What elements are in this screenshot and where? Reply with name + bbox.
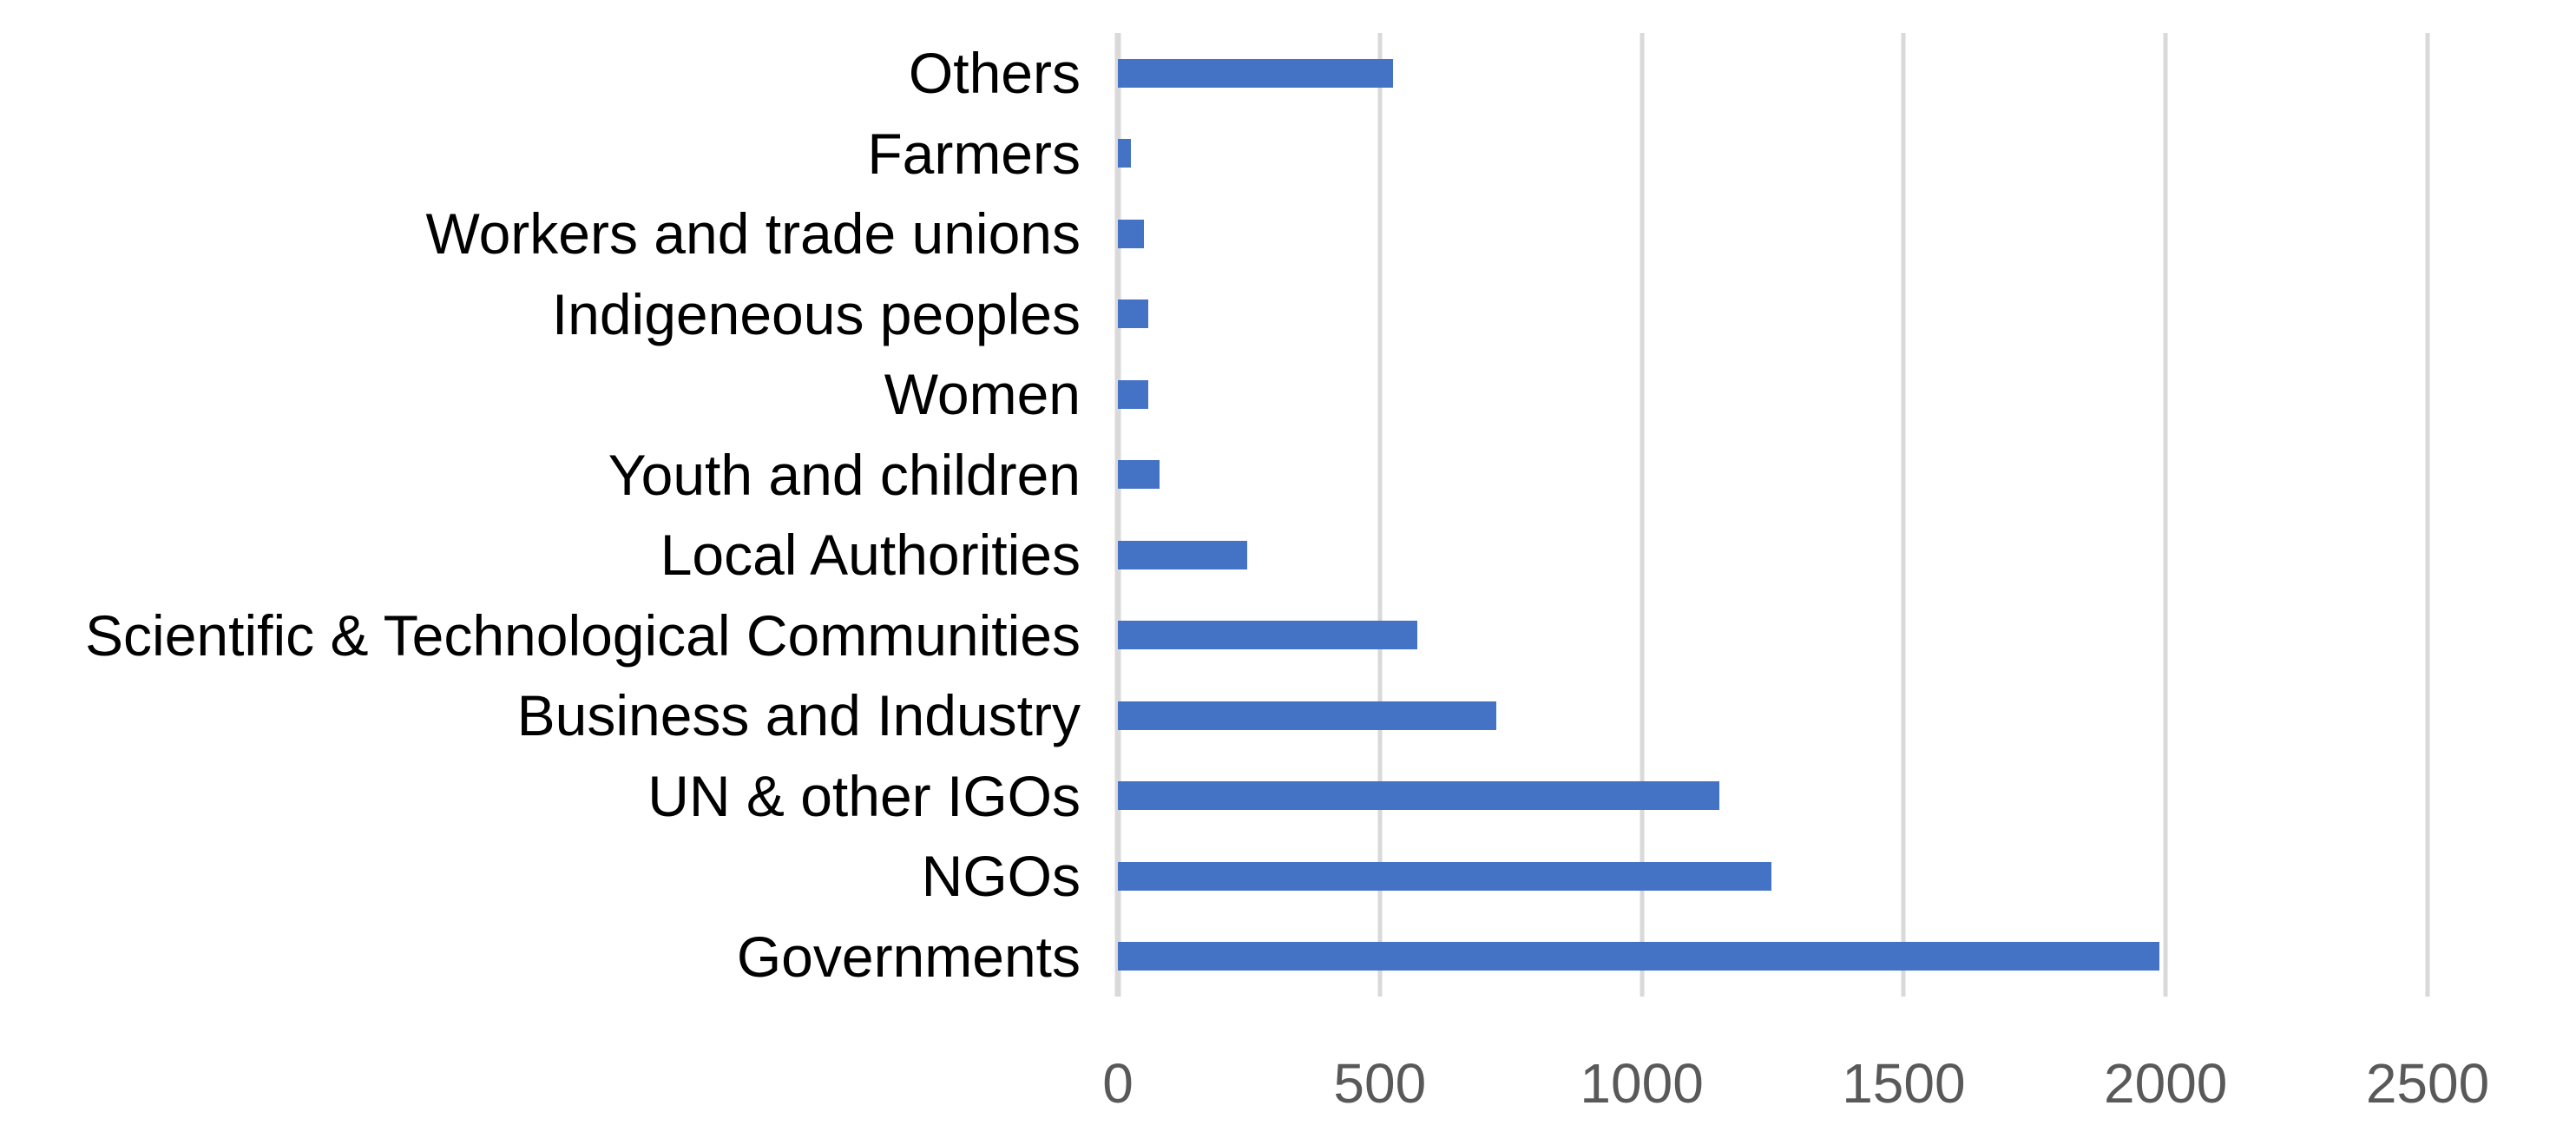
category-label: Workers and trade unions	[425, 201, 1081, 267]
category-label: Women	[884, 362, 1081, 427]
category-label: NGOs	[921, 844, 1081, 909]
gridline	[2163, 33, 2168, 997]
category-label: Youth and children	[608, 442, 1081, 507]
category-label: Governments	[736, 924, 1081, 989]
y-axis-line	[1114, 33, 1121, 997]
x-tick-label: 2000	[2104, 1052, 2228, 1115]
x-tick-label: 2500	[2365, 1052, 2490, 1115]
bar	[1118, 781, 1719, 811]
bar	[1118, 861, 1771, 891]
gridline	[1901, 33, 1906, 997]
bar	[1118, 379, 1148, 409]
gridline	[2425, 33, 2430, 997]
x-tick-label: 500	[1333, 1052, 1427, 1115]
bar	[1118, 299, 1148, 329]
x-axis-tick-labels: 0 500 1000 1500 2000 2500	[0, 1056, 2576, 1116]
category-label: Indigeneous peoples	[551, 281, 1081, 346]
bar	[1118, 701, 1496, 730]
category-label: Scientific & Technological Communities	[85, 602, 1081, 668]
category-label: Farmers	[867, 121, 1081, 186]
bar	[1118, 621, 1418, 650]
plot-area	[1114, 33, 2430, 997]
bar	[1118, 942, 2159, 971]
gridline	[1640, 33, 1645, 997]
category-label: Others	[908, 41, 1081, 106]
bar	[1118, 58, 1393, 88]
category-label: UN & other IGOs	[647, 763, 1081, 828]
category-label: Business and Industry	[516, 683, 1081, 748]
x-tick-label: 0	[1102, 1052, 1134, 1115]
category-label: Local Authorities	[660, 523, 1081, 588]
bar	[1118, 460, 1160, 490]
gridline	[1377, 33, 1383, 997]
x-tick-label: 1000	[1580, 1052, 1704, 1115]
bar	[1118, 139, 1132, 168]
bar	[1118, 540, 1248, 569]
x-tick-label: 1500	[1842, 1052, 1966, 1115]
category-labels: Others Farmers Workers and trade unions Ind…	[0, 0, 1081, 1132]
bar	[1118, 219, 1145, 248]
